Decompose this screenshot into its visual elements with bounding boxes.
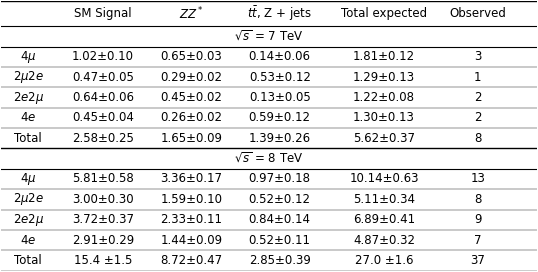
Text: 2: 2 (474, 112, 482, 124)
Text: 10.14±0.63: 10.14±0.63 (349, 172, 419, 186)
Text: 1.39±0.26: 1.39±0.26 (249, 132, 311, 145)
Text: $4\mu$: $4\mu$ (20, 49, 37, 65)
Text: 0.65±0.03: 0.65±0.03 (160, 50, 222, 63)
Text: 4.87±0.32: 4.87±0.32 (353, 234, 415, 247)
Text: 27.0 ±1.6: 27.0 ±1.6 (355, 254, 413, 267)
Text: 15.4 ±1.5: 15.4 ±1.5 (74, 254, 132, 267)
Text: 2.85±0.39: 2.85±0.39 (249, 254, 310, 267)
Text: 7: 7 (474, 234, 482, 247)
Text: $ZZ^*$: $ZZ^*$ (179, 5, 204, 22)
Text: Total: Total (15, 254, 42, 267)
Text: 3.72±0.37: 3.72±0.37 (72, 213, 134, 226)
Text: 8.72±0.47: 8.72±0.47 (160, 254, 222, 267)
Text: 0.29±0.02: 0.29±0.02 (160, 71, 222, 84)
Text: 0.14±0.06: 0.14±0.06 (249, 50, 311, 63)
Text: 1.30±0.13: 1.30±0.13 (353, 112, 415, 124)
Text: 0.26±0.02: 0.26±0.02 (160, 112, 222, 124)
Text: 1.29±0.13: 1.29±0.13 (353, 71, 415, 84)
Text: 5.11±0.34: 5.11±0.34 (353, 193, 415, 206)
Text: 5.81±0.58: 5.81±0.58 (72, 172, 134, 186)
Text: 2: 2 (474, 91, 482, 104)
Text: Total: Total (15, 132, 42, 145)
Text: $2\mu2e$: $2\mu2e$ (12, 69, 44, 85)
Text: 0.52±0.11: 0.52±0.11 (249, 234, 311, 247)
Text: 6.89±0.41: 6.89±0.41 (353, 213, 415, 226)
Text: Observed: Observed (449, 7, 506, 20)
Text: 1.81±0.12: 1.81±0.12 (353, 50, 415, 63)
Text: 0.64±0.06: 0.64±0.06 (72, 91, 134, 104)
Text: 2.91±0.29: 2.91±0.29 (72, 234, 134, 247)
Text: $\sqrt{s}$ = 8 TeV: $\sqrt{s}$ = 8 TeV (234, 152, 304, 166)
Text: 0.97±0.18: 0.97±0.18 (249, 172, 311, 186)
Text: 8: 8 (474, 193, 482, 206)
Text: 0.84±0.14: 0.84±0.14 (249, 213, 311, 226)
Text: $4\mu$: $4\mu$ (20, 171, 37, 187)
Text: 0.13±0.05: 0.13±0.05 (249, 91, 310, 104)
Text: 0.45±0.02: 0.45±0.02 (160, 91, 222, 104)
Text: 1.22±0.08: 1.22±0.08 (353, 91, 415, 104)
Text: 2.58±0.25: 2.58±0.25 (72, 132, 134, 145)
Text: 1.44±0.09: 1.44±0.09 (160, 234, 222, 247)
Text: 8: 8 (474, 132, 482, 145)
Text: 0.53±0.12: 0.53±0.12 (249, 71, 310, 84)
Text: $t\bar{t}$, Z + jets: $t\bar{t}$, Z + jets (247, 5, 312, 23)
Text: $2\mu2e$: $2\mu2e$ (12, 191, 44, 207)
Text: 0.45±0.04: 0.45±0.04 (72, 112, 134, 124)
Text: 3.00±0.30: 3.00±0.30 (72, 193, 134, 206)
Text: $4e$: $4e$ (20, 112, 36, 124)
Text: 2.33±0.11: 2.33±0.11 (160, 213, 222, 226)
Text: SM Signal: SM Signal (74, 7, 132, 20)
Text: 37: 37 (470, 254, 485, 267)
Text: $4e$: $4e$ (20, 234, 36, 247)
Text: 3: 3 (474, 50, 482, 63)
Text: Total expected: Total expected (341, 7, 427, 20)
Text: 1.65±0.09: 1.65±0.09 (160, 132, 222, 145)
Text: $2e2\mu$: $2e2\mu$ (12, 89, 44, 106)
Text: 1.59±0.10: 1.59±0.10 (160, 193, 222, 206)
Text: 1: 1 (474, 71, 482, 84)
Text: 0.52±0.12: 0.52±0.12 (249, 193, 311, 206)
Text: 3.36±0.17: 3.36±0.17 (160, 172, 222, 186)
Text: 13: 13 (470, 172, 485, 186)
Text: 0.47±0.05: 0.47±0.05 (72, 71, 134, 84)
Text: $\sqrt{s}$ = 7 TeV: $\sqrt{s}$ = 7 TeV (234, 29, 304, 44)
Text: $2e2\mu$: $2e2\mu$ (12, 212, 44, 228)
Text: 9: 9 (474, 213, 482, 226)
Text: 5.62±0.37: 5.62±0.37 (353, 132, 415, 145)
Text: 1.02±0.10: 1.02±0.10 (72, 50, 134, 63)
Text: 0.59±0.12: 0.59±0.12 (249, 112, 311, 124)
